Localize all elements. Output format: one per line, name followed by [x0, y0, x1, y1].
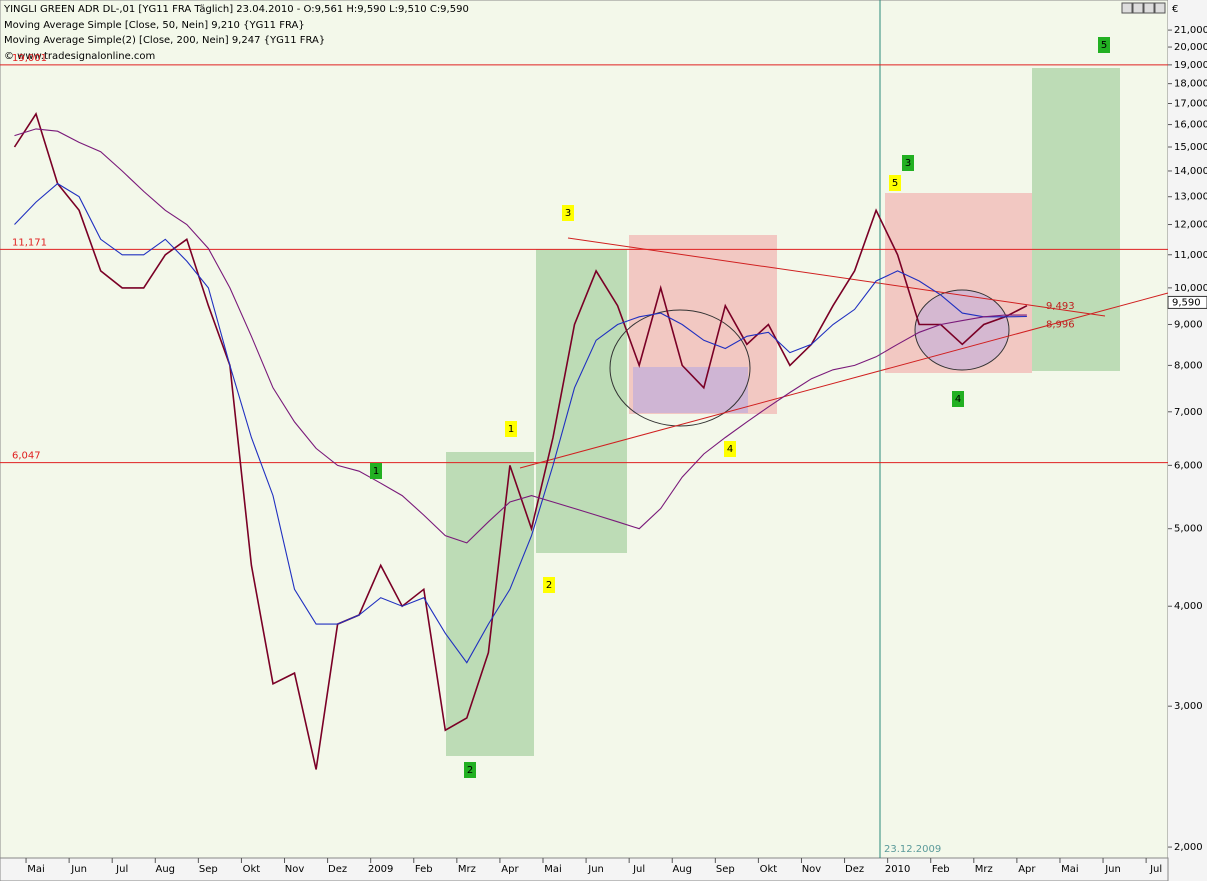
series-line — [14, 128, 1027, 544]
series-line — [14, 182, 1027, 664]
y-tick-label: 16,000 — [1174, 120, 1207, 131]
x-tick-label: Mai — [544, 864, 562, 875]
source: © www.tradesignalonline.com — [4, 51, 155, 62]
x-tick-label: Jun — [1104, 864, 1121, 875]
y-tick-label: 18,000 — [1174, 79, 1207, 90]
x-tick-label: Sep — [199, 864, 218, 875]
level-label: 19,001 — [12, 53, 47, 64]
wave-label: 4 — [955, 394, 961, 405]
x-tick-label: Mrz — [975, 864, 993, 875]
x-tick-label: Okt — [243, 864, 261, 875]
y-tick-label: 17,000 — [1174, 99, 1207, 110]
y-tick-label: 14,000 — [1174, 166, 1207, 177]
price-marker: 9,493 — [1046, 301, 1075, 312]
x-tick-label: Nov — [285, 864, 305, 875]
wave-label: 3 — [565, 208, 571, 219]
wave-badge — [505, 421, 517, 437]
y-tick-label: 2,000 — [1174, 842, 1203, 853]
y-tick-label: 9,000 — [1174, 319, 1203, 330]
y-axis-area — [1168, 0, 1207, 881]
y-tick-label: 6,000 — [1174, 460, 1203, 471]
series-line — [13, 112, 1028, 770]
x-axis-area — [0, 857, 1169, 881]
wave-badge — [724, 441, 736, 457]
chart-title: YINGLI GREEN ADR DL-,01 [YG11 FRA Täglic… — [3, 4, 469, 15]
x-tick-label: Feb — [932, 864, 950, 875]
wave-label: 2 — [546, 580, 552, 591]
wave-label: 1 — [373, 466, 379, 477]
wave-badge — [902, 155, 914, 171]
trend-line — [567, 237, 1106, 317]
x-tick-label: Nov — [802, 864, 822, 875]
y-tick-label: 10,000 — [1174, 283, 1207, 294]
x-tick-label: Feb — [415, 864, 433, 875]
button[interactable] — [1132, 2, 1144, 14]
wave-badge — [889, 175, 901, 191]
wave-badge — [952, 391, 964, 407]
wave-box — [1032, 68, 1120, 371]
x-tick-label: Jun — [587, 864, 604, 875]
wave-label: 5 — [1101, 40, 1107, 51]
wave-label: 5 — [892, 178, 898, 189]
y-tick-label: 4,000 — [1174, 601, 1203, 612]
x-tick-label: Jun — [70, 864, 87, 875]
x-tick-label: Apr — [1018, 864, 1036, 875]
pattern-circle — [609, 309, 751, 427]
y-tick-label: 8,000 — [1174, 360, 1203, 371]
x-tick-label: Aug — [156, 864, 176, 875]
button[interactable] — [1121, 2, 1133, 14]
y-tick-label: 5,000 — [1174, 524, 1203, 535]
y-tick-label: 20,000 — [1174, 42, 1207, 53]
x-tick-label: Aug — [672, 864, 692, 875]
x-tick-label: Jul — [1149, 864, 1162, 875]
x-tick-label: Jul — [632, 864, 645, 875]
wave-box — [446, 452, 534, 756]
wave-label: 3 — [905, 158, 911, 169]
x-tick-label: Mai — [1061, 864, 1079, 875]
wave-label: 2 — [467, 765, 473, 776]
wave-badge — [464, 762, 476, 778]
y-tick-label: 15,000 — [1174, 142, 1207, 153]
legend-entry: Moving Average Simple(2) [Close, 200, Ne… — [4, 35, 325, 46]
y-tick-label: 12,000 — [1174, 220, 1207, 231]
button[interactable] — [1154, 2, 1166, 14]
x-tick-label: Dez — [845, 864, 864, 875]
wave-badge — [562, 205, 574, 221]
x-tick-label: Mrz — [458, 864, 476, 875]
x-tick-label: Dez — [328, 864, 347, 875]
y-tick-label: 3,000 — [1174, 701, 1203, 712]
level-label: 11,171 — [12, 237, 47, 248]
price-marker: 8,996 — [1046, 320, 1075, 331]
y-tick-label: 7,000 — [1174, 407, 1203, 418]
y-tick-label: 11,000 — [1174, 250, 1207, 261]
wave-label: 1 — [508, 424, 514, 435]
button[interactable] — [1143, 2, 1155, 14]
wave-box — [536, 249, 627, 553]
legend-entry: Moving Average Simple [Close, 50, Nein] … — [4, 20, 305, 31]
last-price-label: 9,590 — [1172, 297, 1201, 308]
x-tick-label: Mai — [27, 864, 45, 875]
last-price-box — [1167, 295, 1207, 309]
date-label: 23.12.2009 — [884, 844, 941, 855]
x-tick-label: Jul — [115, 864, 128, 875]
wave-badge — [370, 463, 382, 479]
y-tick-label: 21,000 — [1174, 25, 1207, 36]
window-buttons — [1121, 2, 1166, 14]
x-tick-label: Okt — [760, 864, 778, 875]
trend-line — [519, 292, 1169, 469]
x-tick-label: 2009 — [368, 864, 393, 875]
x-tick-label: Apr — [501, 864, 519, 875]
y-tick-label: 13,000 — [1174, 192, 1207, 203]
currency: € — [1172, 4, 1178, 15]
wave-label: 4 — [727, 444, 733, 455]
x-tick-label: Sep — [716, 864, 735, 875]
wave-badge — [1098, 37, 1110, 53]
wave-badge — [543, 577, 555, 593]
pattern-circle — [914, 289, 1010, 371]
x-tick-label: 2010 — [885, 864, 910, 875]
level-label: 6,047 — [12, 451, 41, 462]
y-tick-label: 19,000 — [1174, 60, 1207, 71]
